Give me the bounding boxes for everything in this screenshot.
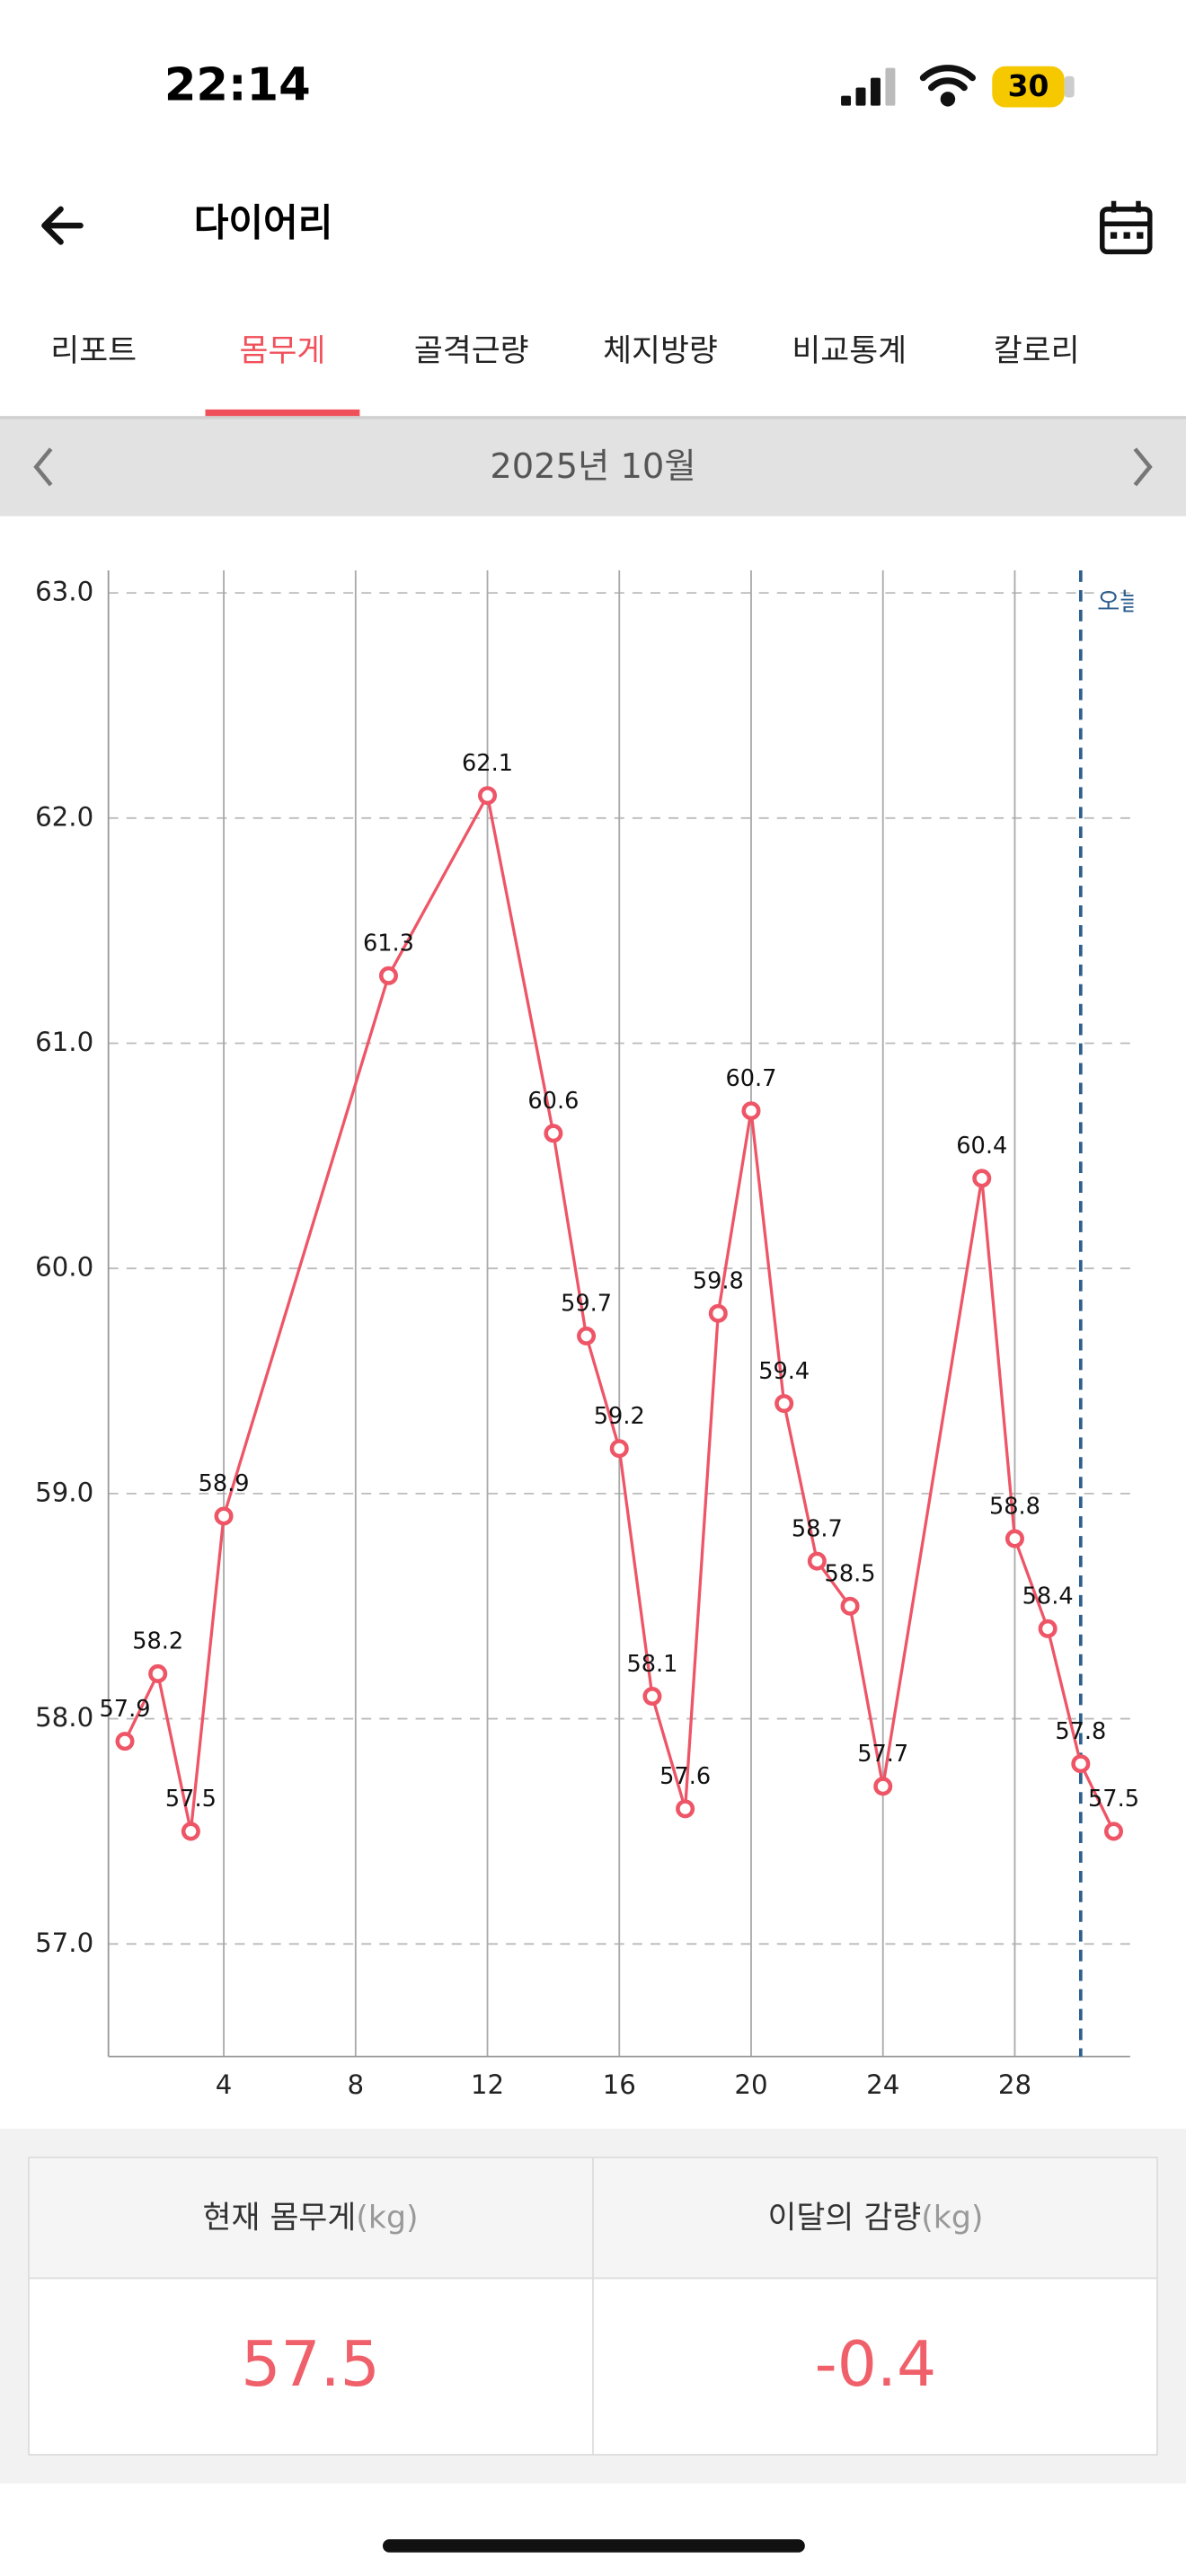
data-point	[642, 1687, 662, 1707]
data-point	[676, 1799, 695, 1819]
data-label: 58.7	[792, 1515, 843, 1542]
data-label: 60.6	[527, 1088, 579, 1115]
summary-header: 이달의 감량(kg)	[767, 2201, 983, 2236]
tab[interactable]: 몸무게	[240, 333, 326, 369]
data-point	[478, 786, 498, 806]
tab[interactable]: 비교통계	[792, 333, 907, 369]
data-label: 58.5	[825, 1561, 876, 1588]
x-tick-label: 12	[471, 2069, 504, 2100]
x-tick-label: 16	[603, 2069, 636, 2100]
next-month-button[interactable]	[1133, 447, 1153, 487]
data-point	[774, 1394, 794, 1414]
data-label: 60.4	[956, 1133, 1007, 1160]
wifi-icon	[919, 65, 976, 107]
data-label: 58.1	[626, 1651, 677, 1678]
y-tick-label: 62.0	[35, 801, 93, 832]
today-label-group: 오늘	[1097, 588, 1142, 616]
data-label: 60.7	[726, 1065, 777, 1092]
summary-value: 57.5	[241, 2329, 380, 2401]
data-label: 62.1	[462, 750, 513, 777]
data-point	[741, 1101, 761, 1121]
data-point	[708, 1303, 728, 1323]
signal-icon	[841, 67, 896, 106]
tabs-divider	[0, 416, 1186, 419]
data-point	[1071, 1754, 1091, 1774]
x-tick-label: 24	[866, 2069, 899, 2100]
month-label: 2025년 10월	[490, 446, 695, 487]
data-point	[1005, 1529, 1024, 1548]
data-point	[873, 1777, 893, 1796]
y-tick-label: 63.0	[35, 577, 93, 607]
summary-header: 현재 몸무게(kg)	[203, 2201, 419, 2236]
data-point	[1103, 1822, 1124, 1841]
tab[interactable]: 골격근량	[414, 333, 529, 369]
y-tick-label: 58.0	[35, 1702, 93, 1733]
battery-icon	[992, 66, 1065, 108]
y-tick-label: 61.0	[35, 1027, 93, 1057]
tab[interactable]: 체지방량	[603, 333, 718, 369]
battery-level: 30	[1008, 68, 1049, 103]
tab[interactable]: 칼로리	[994, 333, 1080, 369]
data-label: 59.7	[561, 1291, 612, 1318]
today-label: 오늘	[1097, 588, 1142, 616]
calendar-button[interactable]	[1100, 200, 1153, 255]
data-label: 57.5	[1088, 1786, 1139, 1813]
data-point	[840, 1596, 860, 1616]
data-label: 57.6	[659, 1763, 711, 1790]
data-point	[972, 1169, 992, 1188]
back-button[interactable]	[41, 206, 84, 245]
data-point	[378, 966, 398, 985]
home-indicator	[382, 2539, 805, 2553]
x-tick-label: 4	[216, 2069, 233, 2100]
y-tick-label: 60.0	[35, 1252, 93, 1283]
active-tab-indicator	[205, 409, 360, 417]
data-label: 57.8	[1055, 1718, 1106, 1745]
prev-month-button[interactable]	[33, 447, 53, 487]
data-label: 58.4	[1022, 1584, 1074, 1610]
data-point	[115, 1732, 135, 1751]
data-point	[181, 1822, 200, 1841]
battery-cap	[1064, 75, 1075, 98]
data-label: 61.3	[363, 931, 414, 957]
data-point	[807, 1551, 827, 1571]
data-label: 59.2	[594, 1403, 645, 1430]
data-point	[577, 1326, 597, 1345]
x-tick-label: 28	[998, 2069, 1031, 2100]
data-label: 59.4	[758, 1358, 810, 1385]
summary-value: -0.4	[815, 2329, 937, 2401]
data-point	[609, 1439, 629, 1459]
header-title: 다이어리	[194, 201, 333, 245]
y-tick-label: 59.0	[35, 1477, 93, 1507]
data-line	[123, 790, 1115, 1832]
data-label: 57.5	[165, 1786, 217, 1813]
data-point	[148, 1663, 168, 1683]
status-time: 22:14	[164, 58, 311, 112]
data-point	[214, 1506, 234, 1526]
data-label: 59.8	[693, 1268, 744, 1295]
data-label: 57.7	[857, 1741, 908, 1768]
tab[interactable]: 리포트	[50, 333, 137, 369]
data-label: 58.9	[199, 1470, 250, 1497]
data-label: 58.2	[132, 1628, 183, 1655]
data-point	[544, 1124, 563, 1143]
y-tick-label: 57.0	[35, 1928, 93, 1958]
data-label: 57.9	[100, 1696, 151, 1723]
x-tick-label: 20	[734, 2069, 767, 2100]
x-tick-label: 8	[347, 2069, 364, 2100]
data-point	[1038, 1619, 1058, 1638]
month-bar	[0, 419, 1186, 516]
data-label: 58.8	[989, 1493, 1040, 1520]
